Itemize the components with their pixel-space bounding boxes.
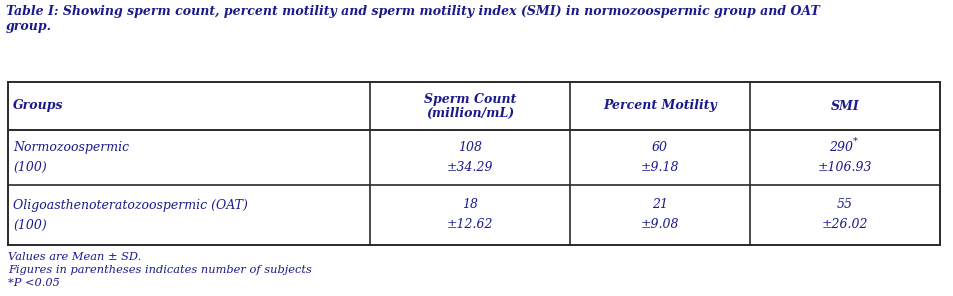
Text: Table I: Showing sperm count, percent motility and sperm motility index (SMI) in: Table I: Showing sperm count, percent mo…: [6, 5, 819, 18]
Text: ±26.02: ±26.02: [821, 218, 867, 231]
Text: group.: group.: [6, 20, 52, 33]
Text: (million/mL): (million/mL): [425, 107, 514, 120]
Text: *P <0.05: *P <0.05: [8, 278, 60, 288]
Text: Values are Mean ± SD.: Values are Mean ± SD.: [8, 252, 141, 262]
Text: SMI: SMI: [830, 99, 859, 112]
Text: Normozoospermic: Normozoospermic: [13, 141, 129, 154]
Text: Sperm Count: Sperm Count: [423, 92, 516, 105]
Text: ±12.62: ±12.62: [446, 218, 493, 231]
Text: 290: 290: [828, 141, 852, 154]
Text: Oligoasthenoteratozoospermic (OAT): Oligoasthenoteratozoospermic (OAT): [13, 199, 248, 212]
Text: *: *: [852, 137, 857, 146]
Text: 18: 18: [461, 199, 477, 212]
Text: 21: 21: [651, 199, 667, 212]
Text: (100): (100): [13, 218, 47, 231]
Text: ±9.18: ±9.18: [640, 161, 679, 174]
Text: Groups: Groups: [13, 99, 64, 112]
Text: ±34.29: ±34.29: [446, 161, 493, 174]
Text: Percent Motility: Percent Motility: [602, 99, 716, 112]
Text: 55: 55: [836, 199, 852, 212]
Text: 60: 60: [651, 141, 667, 154]
Text: ±106.93: ±106.93: [817, 161, 871, 174]
Text: (100): (100): [13, 161, 47, 174]
Text: ±9.08: ±9.08: [640, 218, 679, 231]
Text: 108: 108: [457, 141, 481, 154]
Text: Figures in parentheses indicates number of subjects: Figures in parentheses indicates number …: [8, 265, 312, 275]
